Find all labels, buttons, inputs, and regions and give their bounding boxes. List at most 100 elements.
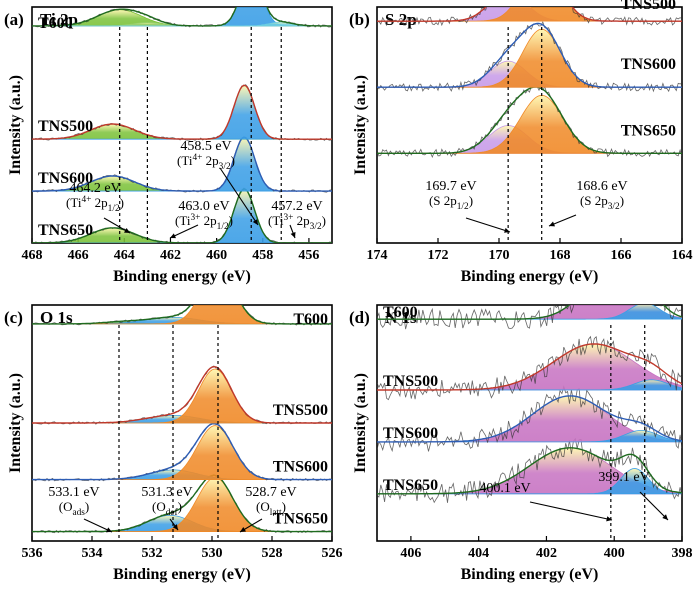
label-part-species: (Ti (175, 213, 191, 228)
annotation-arrowhead (240, 527, 246, 532)
annotation-arrowhead (170, 233, 176, 239)
sample-TNS500 (377, 7, 682, 27)
sample-TNS650 (377, 83, 682, 159)
annotation-arrowhead (504, 227, 510, 233)
panel-title: S 2p (385, 10, 417, 29)
sample-label: T600 (383, 304, 418, 321)
label-part-orbital: 2p (91, 195, 107, 210)
x-axis-label: Binding energy (eV) (113, 566, 251, 583)
panel-label: (a) (4, 10, 24, 29)
annotation-species: (Ti3+ 2p1/2) (175, 213, 233, 232)
x-tick-label: 398 (672, 546, 693, 561)
annotation-species: (Oads) (59, 499, 90, 518)
label-part-sub: 1/2 (217, 222, 229, 232)
annotation-arrowhead (106, 527, 112, 533)
y-axis-label: Intensity (a.u.) (7, 373, 24, 473)
label-part-species: (S 2p (429, 193, 457, 208)
label-part-orbital: 2p (200, 213, 216, 228)
annotation-species: (Odef) (152, 499, 182, 518)
annotation-energy: 464.2 eV (69, 181, 120, 196)
label-part-close: ) (178, 499, 182, 514)
annotation-arrowhead (252, 219, 258, 225)
annotation-energy: 169.7 eV (425, 179, 476, 194)
x-tick-label: 406 (400, 546, 421, 561)
x-tick-label: 464 (114, 248, 135, 263)
label-part-sub: 3/2 (310, 222, 322, 232)
annotation-arrowhead (549, 221, 555, 227)
sample-TNS500 (32, 365, 332, 425)
label-part-sub: 3/2 (219, 162, 231, 172)
annotation-energy: 457.2 eV (271, 199, 322, 214)
plot-area (32, 7, 332, 243)
annotation-species: (Ti4+ 2p1/2) (66, 195, 124, 214)
fit-envelope-line (32, 7, 332, 27)
sample-TNS500 (377, 335, 682, 401)
peak-fill (32, 188, 332, 243)
label-part-species: (O (59, 499, 73, 514)
fit-envelope-line (377, 343, 682, 391)
sample-TNS650 (377, 437, 682, 504)
sample-TNS500 (32, 84, 332, 141)
plot-area (377, 7, 682, 159)
sample-label: TNS600 (38, 170, 93, 187)
panel-a: 468 466 464 462 460 458 456 Binding energy (eV)… (4, 6, 333, 285)
annotation-energy: 399.1 eV (598, 470, 649, 485)
sample-TNS650 (32, 474, 332, 534)
sample-TNS600 (377, 21, 682, 93)
sample-TNS600 (32, 136, 332, 193)
fit-envelope-line (32, 305, 332, 325)
sample-label: TNS600 (383, 425, 438, 442)
x-tick-label: 526 (322, 546, 343, 561)
fit-envelope-line (377, 395, 682, 443)
annotation-energy: 458.5 eV (180, 139, 231, 154)
label-part-species: (Ti (177, 153, 193, 168)
sample-label: T600 (293, 311, 328, 328)
panel-label: (d) (349, 308, 370, 327)
annotation-arrowhead (290, 232, 296, 238)
panel-d: 406 404 402 400 398 Binding energy (eV) Intens… (349, 304, 693, 583)
label-part-sub: def (166, 507, 179, 518)
panel-frame (31, 6, 333, 244)
annotation-arrow (639, 491, 669, 521)
x-tick-label: 466 (68, 248, 89, 263)
annotation-energy: 533.1 eV (48, 485, 99, 500)
label-part-sub: 1/2 (457, 202, 469, 212)
annotation-arrow (465, 217, 511, 233)
x-tick-label: 168 (550, 248, 571, 263)
y-axis-label: Intensity (a.u.) (352, 75, 369, 175)
label-part-close: ) (469, 193, 473, 208)
annotation-arrowhead (124, 228, 130, 233)
fit-envelope-line (377, 86, 682, 154)
panel-title: O 1s (40, 308, 73, 327)
annotation-arrowhead (662, 514, 668, 520)
raw-data-line (377, 335, 682, 401)
fit-envelope-line (377, 7, 682, 22)
x-tick-label: 458 (252, 248, 273, 263)
x-axis-label: Binding energy (eV) (113, 268, 251, 285)
x-tick-label: 456 (298, 248, 319, 263)
label-part-sub: ads (72, 508, 85, 518)
sample-label: TNS650 (621, 122, 676, 139)
label-part-species: (O (256, 499, 270, 514)
annotation-arrowhead (172, 524, 178, 530)
label-part-close: ) (229, 213, 233, 228)
fit-envelope-line (32, 188, 332, 243)
sample-TNS600 (32, 422, 332, 482)
x-tick-label: 460 (206, 248, 227, 263)
annotation-energy: 168.6 eV (576, 179, 627, 194)
sample-label: TNS500 (621, 0, 676, 13)
annotation-species: (Ti4+ 2p3/2) (177, 153, 235, 172)
sample-label: TNS600 (621, 56, 676, 73)
raw-data-line (377, 305, 682, 330)
panel-label: (b) (349, 10, 370, 29)
x-tick-label: 400 (604, 546, 625, 561)
raw-data-line (377, 7, 682, 27)
sample-TNS600 (377, 385, 682, 453)
label-part-sub: 3/2 (608, 202, 620, 212)
sample-label: TNS650 (38, 222, 93, 239)
x-tick-label: 528 (262, 546, 283, 561)
x-tick-label: 164 (672, 248, 693, 263)
x-axis-label: Binding energy (eV) (461, 268, 599, 285)
x-tick-label: 462 (160, 248, 181, 263)
